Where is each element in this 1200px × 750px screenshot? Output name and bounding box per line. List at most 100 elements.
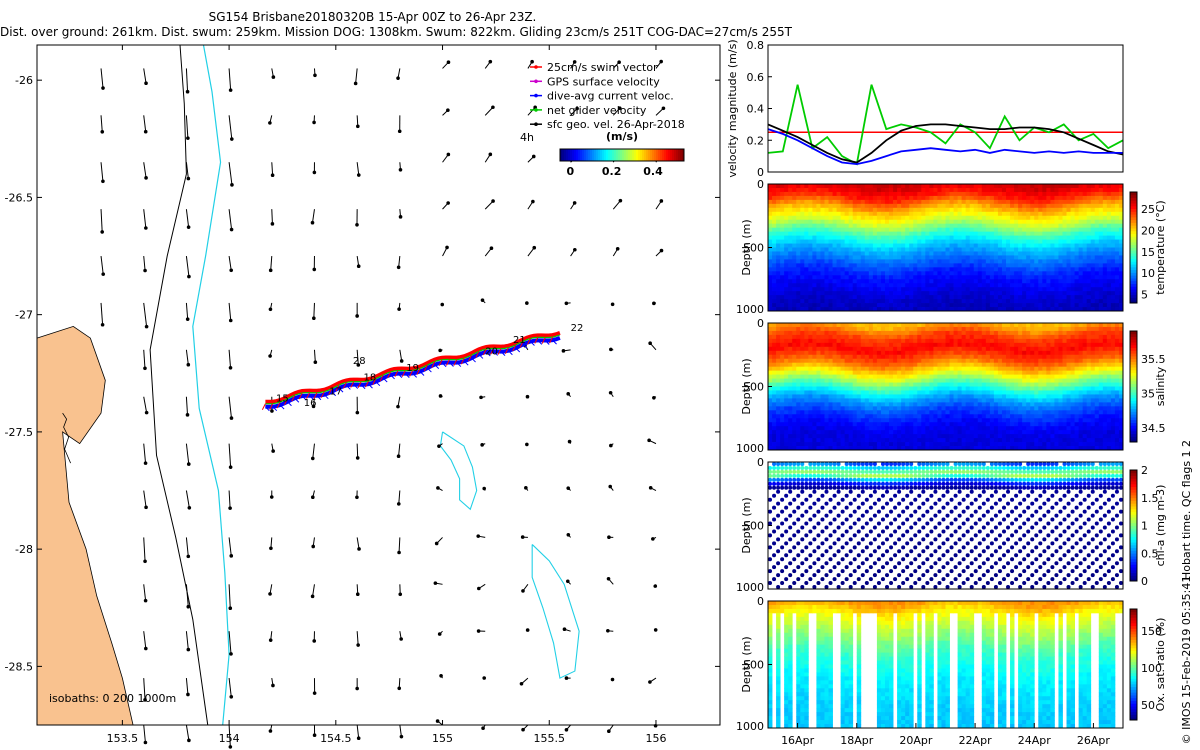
temperature-cell (933, 227, 938, 233)
temperature-cell (941, 263, 946, 268)
salinity-cell (868, 418, 874, 423)
temperature-cell (1010, 187, 1015, 193)
salinity-cell (844, 426, 850, 431)
temperature-cell (933, 203, 938, 209)
temperature-cell (961, 287, 967, 292)
salinity-cell (800, 382, 805, 387)
temperature-cell (1086, 267, 1092, 272)
temperature-cell (780, 279, 785, 284)
temperature-cell (1034, 211, 1039, 217)
salinity-cell (788, 382, 793, 387)
salinity-cell (852, 362, 858, 368)
salinity-cell (909, 446, 914, 451)
figure-title: SG154 Brisbane20180320B 15-Apr 00Z to 26… (208, 10, 537, 24)
temperature-cell (989, 271, 995, 276)
temperature-cell (925, 207, 930, 213)
temperature-cell (1074, 184, 1080, 189)
salinity-cell (836, 446, 842, 451)
temperature-colorbar-segment (1130, 230, 1137, 235)
temperature-cell (872, 251, 878, 256)
temperature-cell (852, 271, 858, 276)
salinity-cell (889, 374, 894, 379)
temperature-cell (937, 211, 942, 217)
temperature-cell (949, 287, 954, 292)
temperature-cell (993, 283, 999, 288)
salinity-cell (772, 434, 777, 439)
net-velocity-track (265, 334, 561, 405)
salinity-cell (828, 426, 833, 431)
temperature-cell (772, 295, 777, 300)
temperature-colorbar-label: temperature (°C) (1154, 200, 1167, 294)
temperature-cell (993, 235, 999, 240)
temperature-cell (945, 195, 950, 201)
temperature-cell (977, 219, 983, 225)
temperature-cell (945, 187, 950, 193)
temperature-cell (905, 211, 910, 217)
salinity-cell (788, 438, 793, 443)
temperature-cell (897, 303, 902, 308)
salinity-cell (792, 370, 797, 375)
geo-arrow-shaft (356, 349, 359, 366)
salinity-cell (897, 418, 902, 423)
temperature-cell (796, 267, 801, 272)
temperature-cell (913, 187, 918, 193)
geo-arrow-head (271, 449, 275, 453)
salinity-cell (856, 422, 862, 427)
temperature-cell (884, 231, 890, 236)
salinity-cell (921, 394, 926, 399)
temperature-cell (860, 263, 866, 268)
geo-velocity-arrow (185, 349, 191, 367)
temperature-cell (909, 271, 914, 276)
salinity-cell (901, 370, 906, 375)
temperature-cell (1006, 251, 1011, 256)
salinity-cell (921, 342, 926, 348)
temperature-cell (1006, 247, 1011, 252)
temperature-cell (933, 295, 938, 300)
temperature-cell (953, 251, 959, 256)
temperature-cell (1046, 263, 1051, 268)
salinity-cell (844, 410, 850, 415)
temperature-cell (905, 243, 910, 248)
temperature-cell (772, 291, 777, 296)
colorbar-segment (610, 149, 613, 161)
temperature-cell (1082, 231, 1088, 236)
swim-vector (350, 381, 355, 388)
temperature-cell (945, 247, 950, 252)
temperature-cell (800, 235, 805, 240)
temperature-cell (937, 203, 942, 209)
temperature-cell (872, 227, 878, 233)
temperature-cell (985, 283, 991, 288)
salinity-cell (812, 362, 817, 368)
temperature-cell (937, 231, 942, 236)
temperature-cell (796, 215, 801, 221)
colorbar-segment (612, 149, 615, 161)
temperature-cell (776, 275, 781, 280)
temperature-cell (897, 195, 902, 201)
temperature-cell (1066, 207, 1071, 213)
temperature-cell (1098, 187, 1104, 193)
temperature-cell (1050, 215, 1055, 221)
temperature-cell (925, 303, 930, 308)
salinity-cell (884, 410, 890, 415)
salinity-cell (872, 390, 878, 395)
geo-arrow-shaft (100, 162, 104, 182)
geo-velocity-arrow (398, 162, 403, 172)
salinity-cell (864, 390, 870, 395)
temperature-cell (945, 211, 950, 217)
geo-velocity-arrow (566, 392, 571, 398)
geo-arrow-head (648, 680, 652, 684)
temperature-cell (1001, 203, 1007, 209)
temperature-cell (917, 184, 922, 189)
salinity-cell (884, 422, 890, 427)
temperature-cell (925, 263, 930, 268)
temperature-cell (941, 203, 946, 209)
temperature-cell (929, 247, 934, 252)
salinity-cell (913, 438, 918, 443)
colorbar-segment (596, 149, 599, 161)
temperature-cell (941, 283, 946, 288)
temperature-cell (1098, 263, 1104, 268)
salinity-cell (897, 426, 902, 431)
geo-velocity-arrow (356, 631, 360, 647)
temperature-cell (1094, 283, 1100, 288)
geo-arrow-head (564, 727, 569, 732)
